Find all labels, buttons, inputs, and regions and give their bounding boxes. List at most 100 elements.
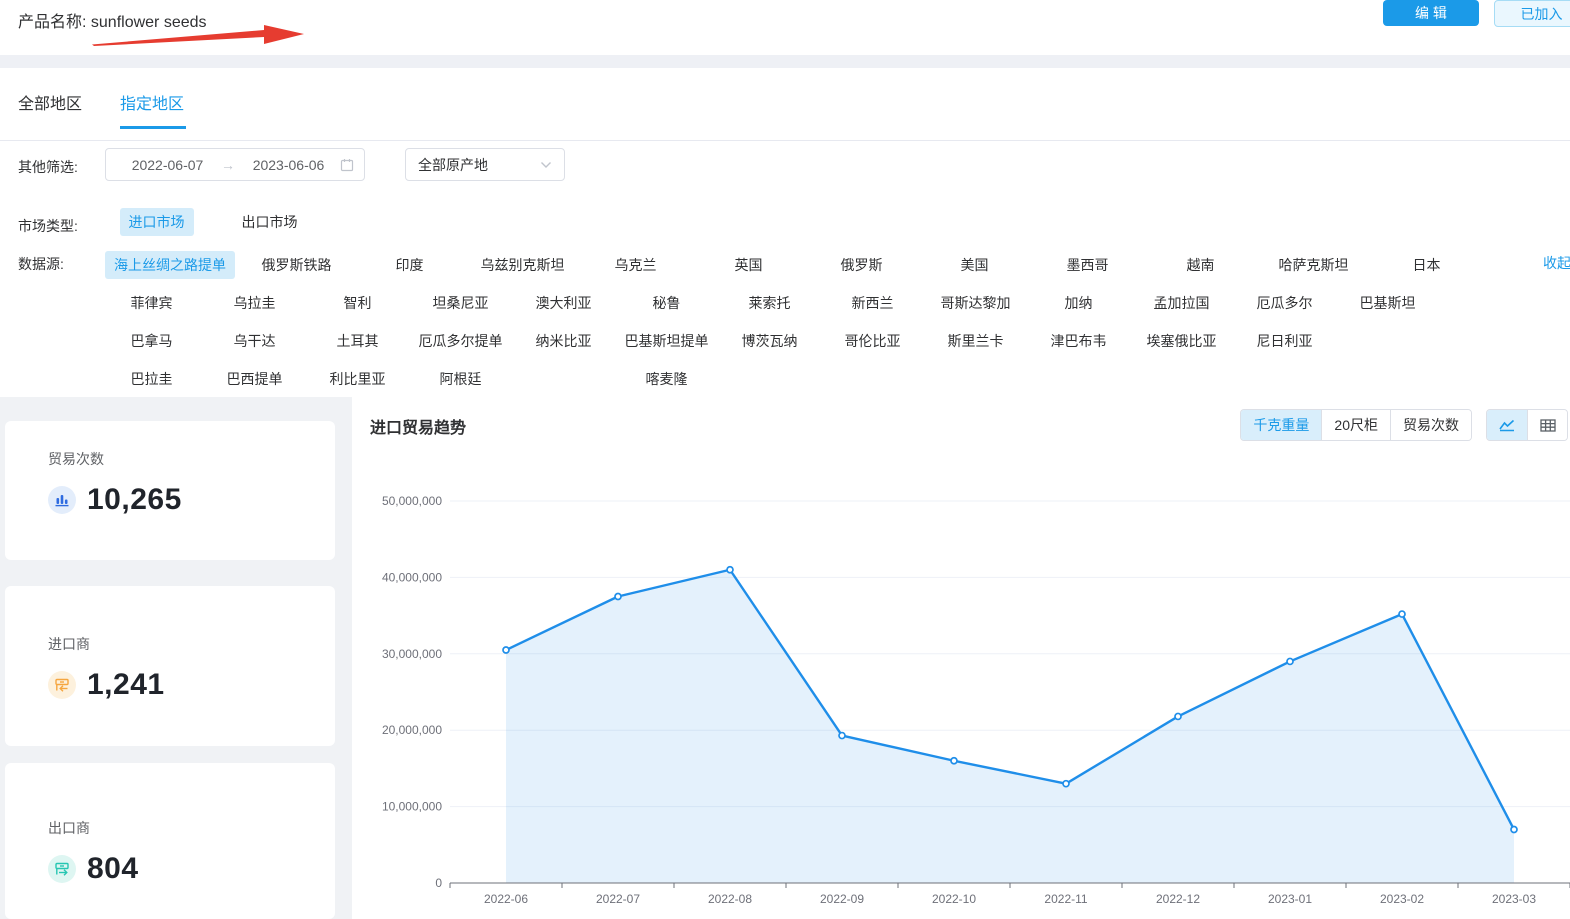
data-source-tag[interactable]: 巴拿马 — [130, 333, 173, 349]
data-source-tag[interactable]: 俄罗斯铁路 — [261, 257, 332, 273]
data-source-tag-slot: 秘鲁 — [615, 289, 718, 317]
data-source-tag-slot: 巴基斯坦 — [1336, 289, 1439, 317]
data-source-tag[interactable]: 俄罗斯 — [840, 257, 883, 273]
tab-specified-regions[interactable]: 指定地区 — [120, 96, 185, 113]
data-source-tag[interactable]: 厄瓜多尔 — [1256, 295, 1313, 311]
data-source-tag-slot: 厄瓜多尔 — [1233, 289, 1336, 317]
data-source-tag-slot: 印度 — [353, 251, 466, 279]
data-source-tag[interactable]: 英国 — [734, 257, 763, 273]
tabs-divider — [0, 140, 1570, 141]
data-source-tag[interactable]: 斯里兰卡 — [947, 333, 1004, 349]
data-source-tag[interactable]: 哥斯达黎加 — [940, 295, 1011, 311]
data-source-tag-slot: 厄瓜多尔提单 — [409, 327, 512, 355]
data-source-tag-slot: 哈萨克斯坦 — [1257, 251, 1370, 279]
importer-icon — [48, 671, 76, 699]
data-source-tag[interactable]: 美国 — [960, 257, 989, 273]
data-source-tag[interactable]: 巴基斯坦提单 — [624, 333, 709, 349]
other-filter-label: 其他筛选: — [18, 159, 78, 175]
data-source-tag-slot: 土耳其 — [306, 327, 409, 355]
data-source-tag[interactable]: 坦桑尼亚 — [432, 295, 489, 311]
date-end-value[interactable]: 2023-06-06 — [252, 156, 325, 173]
product-name-label: 产品名称: sunflower seeds — [18, 14, 207, 31]
data-source-tag[interactable]: 纳米比亚 — [535, 333, 592, 349]
calendar-icon — [340, 158, 354, 171]
chart-unit-button[interactable]: 贸易次数 — [1390, 410, 1471, 440]
date-range-picker[interactable]: 2022-06-07 → 2023-06-06 — [105, 148, 365, 181]
data-source-tag[interactable]: 新西兰 — [851, 295, 894, 311]
added-button[interactable]: 已加入 — [1494, 0, 1570, 27]
data-source-tag[interactable]: 越南 — [1186, 257, 1215, 273]
data-source-tag[interactable]: 阿根廷 — [439, 371, 482, 387]
chart-title: 进口贸易趋势 — [370, 420, 467, 437]
origin-select[interactable]: 全部原产地 — [405, 148, 565, 181]
data-source-tag[interactable]: 喀麦隆 — [645, 371, 688, 387]
data-source-tag[interactable]: 厄瓜多尔提单 — [418, 333, 503, 349]
data-source-tag[interactable]: 哈萨克斯坦 — [1278, 257, 1349, 273]
trend-chart-panel: 进口贸易趋势 千克重量 20尺柜 贸易次数 0 10,000,000 20,000, — [352, 397, 1570, 919]
trade-count-label: 贸易次数 — [48, 451, 104, 467]
data-source-tag[interactable]: 哥伦比亚 — [844, 333, 901, 349]
data-source-tag[interactable]: 利比里亚 — [329, 371, 386, 387]
data-source-tag-slot: 津巴布韦 — [1027, 327, 1130, 355]
trend-chart-svg: 0 10,000,000 20,000,000 30,000,000 40,000,00… — [382, 494, 1570, 906]
collapse-link[interactable]: 收起 — [1543, 255, 1570, 271]
data-source-tag[interactable]: 印度 — [395, 257, 424, 273]
data-source-tag-slot: 博茨瓦纳 — [718, 327, 821, 355]
market-option-import[interactable]: 进口市场 — [119, 208, 194, 236]
data-source-tag[interactable]: 日本 — [1412, 257, 1441, 273]
market-option-export-slot: 出口市场 — [213, 208, 326, 236]
data-source-tag[interactable]: 智利 — [343, 295, 372, 311]
date-range-arrow-icon: → — [221, 156, 235, 173]
data-source-tag[interactable]: 埃塞俄比亚 — [1146, 333, 1217, 349]
data-source-tag[interactable]: 秘鲁 — [652, 295, 681, 311]
data-source-tag[interactable]: 孟加拉国 — [1153, 295, 1210, 311]
data-source-tag[interactable]: 尼日利亚 — [1256, 333, 1313, 349]
edit-button[interactable]: 编 辑 — [1383, 0, 1479, 26]
chart-unit-button[interactable]: 20尺柜 — [1321, 410, 1390, 440]
data-source-tag-rows: 海上丝绸之路提单 俄罗斯铁路 印度 乌兹别克斯坦 乌克兰 英国 俄罗斯 美国 墨西哥 越南 哈萨克斯… — [100, 246, 1546, 398]
exporters-value: 804 — [87, 852, 139, 885]
data-source-tag[interactable]: 乌干达 — [233, 333, 276, 349]
data-source-tag[interactable]: 乌拉圭 — [233, 295, 276, 311]
data-source-tag-slot: 墨西哥 — [1031, 251, 1144, 279]
line-chart-view-button[interactable] — [1487, 410, 1527, 440]
svg-text:30,000,000: 30,000,000 — [382, 647, 442, 661]
data-source-tag[interactable]: 菲律宾 — [130, 295, 173, 311]
data-source-tag[interactable]: 乌克兰 — [614, 257, 657, 273]
importers-value: 1,241 — [87, 668, 165, 701]
data-source-tag[interactable]: 土耳其 — [336, 333, 379, 349]
data-source-tag[interactable]: 海上丝绸之路提单 — [105, 251, 235, 279]
data-source-tag[interactable]: 博茨瓦纳 — [741, 333, 798, 349]
data-source-tag[interactable]: 墨西哥 — [1066, 257, 1109, 273]
data-source-tag[interactable]: 莱索托 — [748, 295, 791, 311]
data-source-tag-slot: 海上丝绸之路提单 — [100, 251, 240, 279]
tab-all-regions[interactable]: 全部地区 — [18, 96, 83, 113]
data-source-tag[interactable]: 巴拉圭 — [130, 371, 173, 387]
data-source-tag-slot: 巴西提单 — [203, 365, 306, 393]
data-source-tag-slot: 新西兰 — [821, 289, 924, 317]
bar-chart-icon — [48, 486, 76, 514]
data-source-tag-slot: 孟加拉国 — [1130, 289, 1233, 317]
table-view-button[interactable] — [1527, 410, 1567, 440]
svg-text:2023-02: 2023-02 — [1380, 892, 1424, 906]
market-option-export[interactable]: 出口市场 — [241, 214, 298, 230]
date-start-value[interactable]: 2022-06-07 — [131, 156, 204, 173]
data-source-tag-slot: 利比里亚 — [306, 365, 409, 393]
data-source-tag[interactable]: 加纳 — [1064, 295, 1093, 311]
exporter-icon — [48, 855, 76, 883]
data-source-tag[interactable]: 津巴布韦 — [1050, 333, 1107, 349]
filter-panel: 全部地区 指定地区 其他筛选: 2022-06-07 → 2023-06-06 … — [0, 68, 1570, 397]
data-source-tag[interactable]: 巴西提单 — [226, 371, 283, 387]
data-source-tag-slot: 俄罗斯铁路 — [240, 251, 353, 279]
data-source-tag-slot: 乌克兰 — [579, 251, 692, 279]
data-source-tag-slot: 阿根廷 — [409, 365, 512, 393]
data-source-label: 数据源: — [18, 256, 64, 272]
data-source-tag-slot: 坦桑尼亚 — [409, 289, 512, 317]
exporters-label: 出口商 — [48, 820, 90, 836]
data-source-tag[interactable]: 巴基斯坦 — [1359, 295, 1416, 311]
chart-unit-button[interactable]: 千克重量 — [1241, 410, 1322, 440]
active-tab-underline — [120, 126, 186, 129]
svg-text:40,000,000: 40,000,000 — [382, 570, 442, 584]
data-source-tag[interactable]: 乌兹别克斯坦 — [480, 257, 565, 273]
data-source-tag[interactable]: 澳大利亚 — [535, 295, 592, 311]
